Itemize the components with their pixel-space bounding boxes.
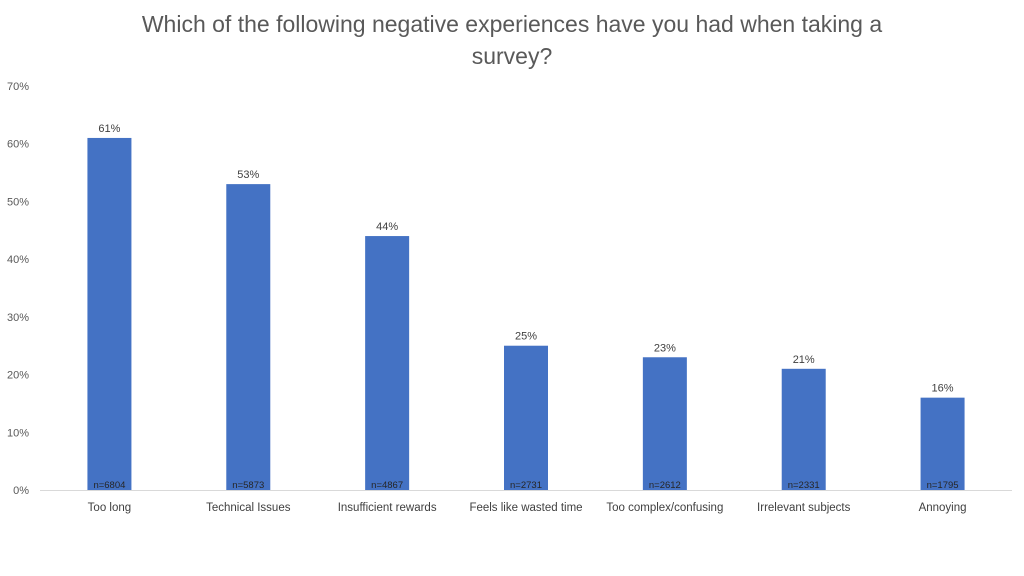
category-label: Insufficient rewards — [338, 502, 437, 514]
n-label: n=2731 — [510, 480, 542, 491]
bar — [920, 397, 965, 490]
y-tick-label: 50% — [7, 196, 29, 208]
y-tick-label: 70% — [7, 81, 29, 93]
data-label: 21% — [793, 354, 815, 366]
data-label: 23% — [654, 342, 676, 354]
bar — [781, 368, 826, 490]
n-label: n=2612 — [649, 480, 681, 491]
n-label: n=1795 — [927, 480, 959, 491]
category-label: Irrelevant subjects — [757, 502, 851, 514]
bar — [504, 345, 548, 490]
data-label: 25% — [515, 331, 537, 343]
n-label: n=4867 — [371, 480, 403, 491]
data-label: 61% — [98, 123, 120, 135]
bar — [226, 184, 271, 490]
category-label: Annoying — [919, 502, 967, 514]
y-tick-label: 10% — [7, 427, 29, 439]
y-tick-label: 30% — [7, 312, 29, 324]
y-tick-label: 60% — [7, 139, 29, 151]
category-label: Too complex/confusing — [606, 502, 723, 514]
y-tick-label: 20% — [7, 370, 29, 382]
y-tick-label: 40% — [7, 254, 29, 266]
data-label: 44% — [376, 221, 398, 233]
n-label: n=6804 — [93, 480, 125, 491]
bar — [642, 357, 687, 490]
category-label: Feels like wasted time — [469, 502, 582, 514]
bar — [365, 236, 410, 490]
bar — [87, 137, 132, 490]
category-label: Too long — [88, 502, 131, 514]
data-label: 16% — [932, 383, 954, 395]
data-label: 53% — [237, 169, 259, 181]
n-label: n=5873 — [232, 480, 264, 491]
category-label: Technical Issues — [206, 502, 291, 514]
y-tick-label: 0% — [13, 485, 29, 497]
n-label: n=2331 — [788, 480, 820, 491]
chart-title: Which of the following negative experien… — [141, 11, 883, 69]
